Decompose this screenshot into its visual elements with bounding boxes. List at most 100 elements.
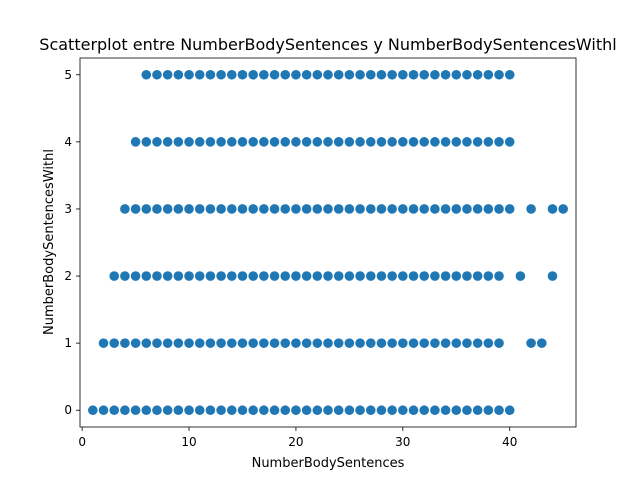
scatter-point <box>194 271 205 281</box>
scatter-point <box>130 204 141 214</box>
scatter-point <box>344 338 355 348</box>
scatter-point <box>259 271 269 281</box>
scatter-point <box>526 338 536 348</box>
scatter-point <box>301 69 312 80</box>
y-tick-label: 3 <box>64 202 72 216</box>
scatter-point <box>547 204 558 214</box>
scatter-point <box>333 338 344 348</box>
scatter-point <box>312 271 323 281</box>
scatter-point <box>333 204 344 214</box>
scatter-point <box>504 137 515 147</box>
scatter-point <box>430 338 440 348</box>
scatter-point <box>173 69 184 80</box>
y-tick-label: 4 <box>64 135 72 149</box>
scatter-point <box>430 69 440 80</box>
scatter-point <box>398 338 408 348</box>
scatter-point <box>387 69 397 80</box>
scatter-point <box>440 204 451 214</box>
scatter-point <box>280 271 291 281</box>
scatter-point <box>98 405 109 416</box>
scatter-point <box>184 137 194 147</box>
scatter-point <box>130 271 141 281</box>
scatter-point <box>483 338 494 348</box>
scatter-point <box>237 137 248 147</box>
scatter-point <box>398 204 408 214</box>
scatter-point <box>130 137 141 147</box>
scatter-point <box>333 405 344 416</box>
scatter-point <box>216 405 226 416</box>
scatter-point <box>419 405 430 416</box>
scatter-point <box>269 271 280 281</box>
scatter-point <box>387 204 397 214</box>
scatter-point <box>141 137 152 147</box>
scatter-point <box>398 405 408 416</box>
scatter-point <box>301 204 312 214</box>
scatter-point <box>120 204 130 214</box>
x-axis-label: NumberBodySentences <box>252 456 405 471</box>
scatter-point <box>376 204 387 214</box>
points-layer <box>88 69 568 416</box>
scatter-point <box>483 137 494 147</box>
scatter-point <box>226 405 237 416</box>
scatter-point <box>259 137 269 147</box>
scatter-point <box>408 338 419 348</box>
scatter-point <box>184 204 194 214</box>
scatter-point <box>355 338 365 348</box>
scatter-point <box>248 405 258 416</box>
scatter-point <box>408 405 419 416</box>
scatter-point <box>494 137 504 147</box>
scatter-point <box>162 405 173 416</box>
chart-title: Scatterplot entre NumberBodySentences y … <box>39 35 616 54</box>
scatter-point <box>120 405 130 416</box>
scatter-point <box>269 405 280 416</box>
scatter-point <box>205 405 216 416</box>
scatter-point <box>162 69 173 80</box>
scatter-point <box>472 405 483 416</box>
scatter-point <box>451 69 462 80</box>
scatter-point <box>184 271 194 281</box>
scatter-point <box>269 69 280 80</box>
scatter-point <box>462 405 472 416</box>
scatter-point <box>526 204 536 214</box>
scatter-point <box>312 405 323 416</box>
scatter-point <box>365 204 376 214</box>
scatter-point <box>472 271 483 281</box>
y-axis-label: NumberBodySentencesWithl <box>42 149 57 335</box>
x-tick-label: 0 <box>78 435 86 449</box>
scatter-point <box>248 137 258 147</box>
scatter-point <box>291 69 301 80</box>
scatter-point <box>440 405 451 416</box>
scatter-point <box>494 405 504 416</box>
scatter-point <box>398 137 408 147</box>
scatter-point <box>312 69 323 80</box>
scatter-point <box>194 137 205 147</box>
scatter-point <box>205 271 216 281</box>
scatter-point <box>515 271 526 281</box>
scatter-point <box>291 271 301 281</box>
scatter-point <box>323 137 333 147</box>
scatter-point <box>259 338 269 348</box>
scatter-point <box>184 338 194 348</box>
scatter-point <box>387 405 397 416</box>
scatter-point <box>483 69 494 80</box>
scatter-point <box>333 137 344 147</box>
x-tick-label: 10 <box>181 435 196 449</box>
scatter-point <box>419 204 430 214</box>
scatter-point <box>462 338 472 348</box>
scatter-point <box>419 338 430 348</box>
scatter-point <box>365 405 376 416</box>
scatter-point <box>109 271 120 281</box>
scatter-point <box>376 405 387 416</box>
scatter-point <box>494 204 504 214</box>
scatter-point <box>226 338 237 348</box>
scatter-point <box>152 137 162 147</box>
scatter-point <box>184 405 194 416</box>
scatter-point <box>205 137 216 147</box>
scatter-point <box>344 405 355 416</box>
scatter-point <box>237 338 248 348</box>
scatter-point <box>430 204 440 214</box>
y-axis-ticks: 0 1 2 3 4 5 <box>64 68 80 417</box>
scatter-point <box>547 271 558 281</box>
x-tick-label: 40 <box>502 435 517 449</box>
